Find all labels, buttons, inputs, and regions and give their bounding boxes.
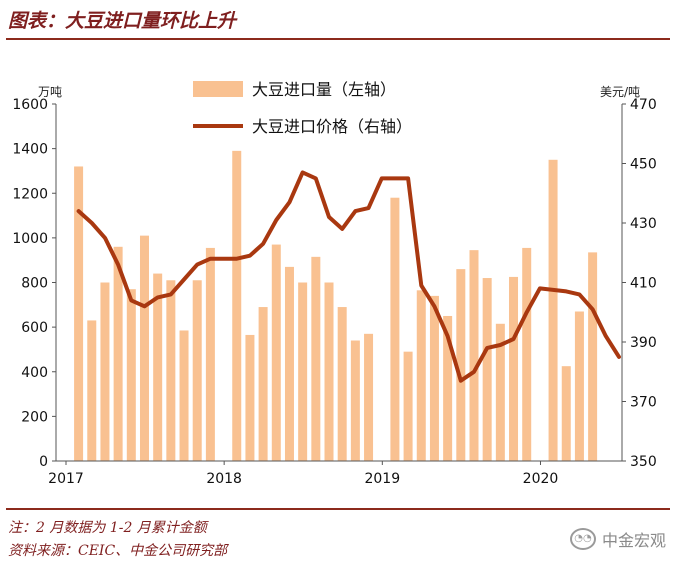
bar-2017-08 [166, 280, 176, 461]
bar-2019-03 [416, 290, 426, 461]
bar-2018-02 [245, 334, 255, 461]
bar-2017-06 [139, 235, 149, 461]
left-tick-label: 200 [21, 409, 48, 425]
right-tick-label: 470 [630, 97, 657, 113]
bar-2019-02 [403, 351, 413, 461]
right-axis-tick-labels: 350 370 390 410 430 450 470 [622, 97, 657, 470]
bar-2018-09 [337, 307, 347, 461]
bar-2020-01 [548, 159, 558, 461]
left-tick-label: 400 [21, 365, 48, 381]
left-tick-label: 1000 [12, 231, 48, 247]
bar-2020-03 [574, 311, 584, 461]
bar-2019-08 [482, 278, 492, 461]
bar-2019-09 [495, 323, 505, 461]
bar-2018-06 [298, 282, 308, 461]
footer-divider [6, 508, 670, 510]
x-tick-label: 2019 [364, 471, 400, 487]
bar-2018-03 [258, 307, 268, 461]
bar-2017-03 [100, 282, 110, 461]
right-axis-unit: 美元/吨 [600, 85, 640, 99]
bar-2019-01 [390, 197, 400, 461]
watermark: ◔◔ 中金宏观 [569, 527, 666, 551]
bar-2019-06 [456, 269, 466, 461]
left-tick-label: 1200 [12, 186, 48, 202]
watermark-label: 中金宏观 [601, 531, 666, 550]
page-title: 图表：大豆进口量环比上升 [8, 10, 237, 32]
left-tick-label: 0 [39, 454, 48, 470]
x-tick-label: 2018 [206, 471, 242, 487]
bar-2018-08 [324, 282, 334, 461]
legend-bar-swatch [193, 81, 243, 97]
bar-2018-05 [284, 266, 294, 461]
left-tick-label: 800 [21, 276, 48, 292]
bar-2020-02 [561, 366, 571, 461]
bar-2017-01 [74, 166, 84, 461]
right-tick-label: 430 [630, 216, 657, 232]
bar-2019-10 [509, 276, 519, 461]
price-line [76, 170, 621, 383]
bar-2019-07 [469, 250, 479, 461]
left-axis-unit: 万吨 [38, 85, 62, 99]
left-tick-label: 1600 [12, 97, 48, 113]
right-tick-label: 370 [630, 395, 657, 411]
footnote-note: 注：2 月数据为 1-2 月累计金额 [8, 520, 207, 536]
bar-2018-10 [350, 340, 360, 461]
left-axis-tick-labels: 0 200 400 600 800 1000 1200 1400 1600 [12, 97, 56, 470]
right-tick-label: 390 [630, 335, 657, 351]
right-tick-label: 410 [630, 276, 657, 292]
bar-2019-11 [522, 247, 532, 461]
x-tick-label: 2020 [523, 471, 559, 487]
bar-2019-05 [443, 315, 453, 461]
bar-2020-04 [588, 252, 598, 461]
footnote-source: 资料来源：CEIC、中金公司研究部 [8, 543, 228, 559]
bar-2018-11 [364, 333, 374, 461]
left-tick-label: 600 [21, 320, 48, 336]
legend-bar-label: 大豆进口量（左轴） [252, 80, 396, 99]
right-tick-label: 350 [630, 454, 657, 470]
legend: 大豆进口量（左轴） 大豆进口价格（右轴） [193, 80, 412, 136]
bar-2018-07 [311, 256, 321, 461]
chart: 0 200 400 600 800 1000 1200 1400 1600 350 370 390 4… [12, 80, 657, 487]
bar-2017-10 [192, 280, 202, 461]
bar-2017-09 [179, 330, 189, 461]
bar-2018-04 [271, 244, 281, 461]
x-axis-tick-labels: 2017 2018 2019 2020 [48, 461, 558, 487]
legend-line-label: 大豆进口价格（右轴） [252, 117, 412, 136]
bar-2017-02 [87, 320, 97, 461]
right-tick-label: 450 [630, 157, 657, 173]
title-divider [6, 38, 670, 40]
bar-2017-11 [205, 247, 215, 461]
bar-2018-01 [232, 150, 242, 461]
x-tick-label: 2017 [48, 471, 84, 487]
bar-2017-04 [113, 246, 123, 461]
left-tick-label: 1400 [12, 142, 48, 158]
bar-2017-07 [153, 273, 163, 461]
bar-series [74, 150, 598, 461]
wechat-icon: ◔◔ [569, 528, 596, 550]
bar-2017-05 [126, 289, 136, 461]
bar-2019-04 [429, 295, 439, 461]
